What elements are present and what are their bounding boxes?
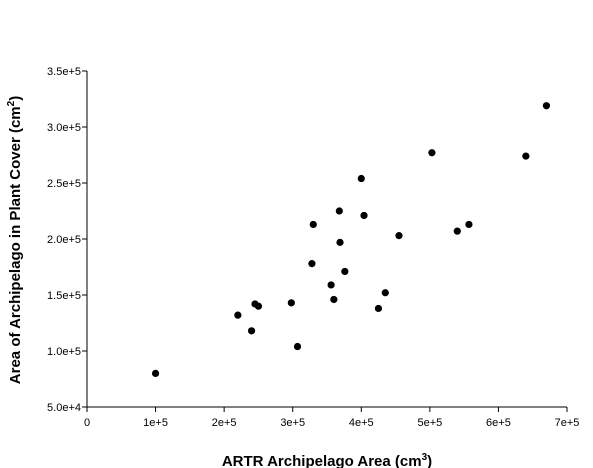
x-tick-label: 0: [84, 417, 90, 429]
y-tick-label: 3.0e+5: [47, 122, 81, 134]
axes: [86, 71, 567, 408]
data-point: [465, 220, 473, 229]
x-tick-label: 7e+5: [555, 417, 580, 429]
y-axis-ticks: 5.0e+4 1.0e+5 1.5e+5 2.0e+5 2.5e+5 3.0e+5 3.5e…: [47, 66, 87, 414]
x-tick-label: 1e+5: [143, 417, 168, 429]
data-point: [360, 211, 368, 220]
x-tick-label: 2e+5: [212, 417, 237, 429]
x-tick-label: 5e+5: [417, 417, 442, 429]
y-tick-label: 2.0e+5: [47, 234, 81, 246]
data-point: [308, 260, 316, 268]
x-tick-label: 3e+5: [280, 417, 305, 429]
data-point: [522, 152, 530, 160]
data-point: [309, 220, 317, 229]
x-tick-label: 6e+5: [486, 417, 511, 429]
data-point: [335, 207, 343, 215]
data-point: [254, 302, 263, 310]
y-axis-title: Area of Archipelago in Plant Cover (cm2): [6, 96, 24, 384]
data-point: [327, 281, 335, 289]
x-axis-ticks: 0 1e+5 2e+5 3e+5 4e+5 5e+5 6e+5 7e+5: [84, 407, 579, 429]
data-points: [151, 102, 551, 377]
y-tick-label: 5.0e+4: [47, 402, 81, 414]
data-point: [357, 174, 365, 183]
data-point: [287, 299, 295, 307]
y-tick-label: 1.0e+5: [47, 346, 81, 358]
data-point: [336, 238, 344, 246]
data-point: [374, 304, 383, 313]
x-tick-label: 4e+5: [349, 417, 374, 429]
data-point: [395, 232, 403, 240]
data-point: [381, 289, 389, 297]
data-point: [293, 342, 302, 351]
y-tick-label: 3.5e+5: [47, 66, 81, 78]
x-axis-title: ARTR Archipelago Area (cm3): [222, 452, 432, 468]
data-point: [453, 227, 461, 235]
y-tick-label: 1.5e+5: [47, 290, 81, 302]
data-point: [428, 149, 436, 157]
data-point: [247, 327, 256, 335]
data-point: [542, 102, 551, 110]
data-point: [330, 295, 338, 304]
data-point: [151, 369, 160, 377]
data-point: [341, 267, 349, 276]
y-tick-label: 2.5e+5: [47, 178, 81, 190]
data-point: [234, 311, 242, 319]
